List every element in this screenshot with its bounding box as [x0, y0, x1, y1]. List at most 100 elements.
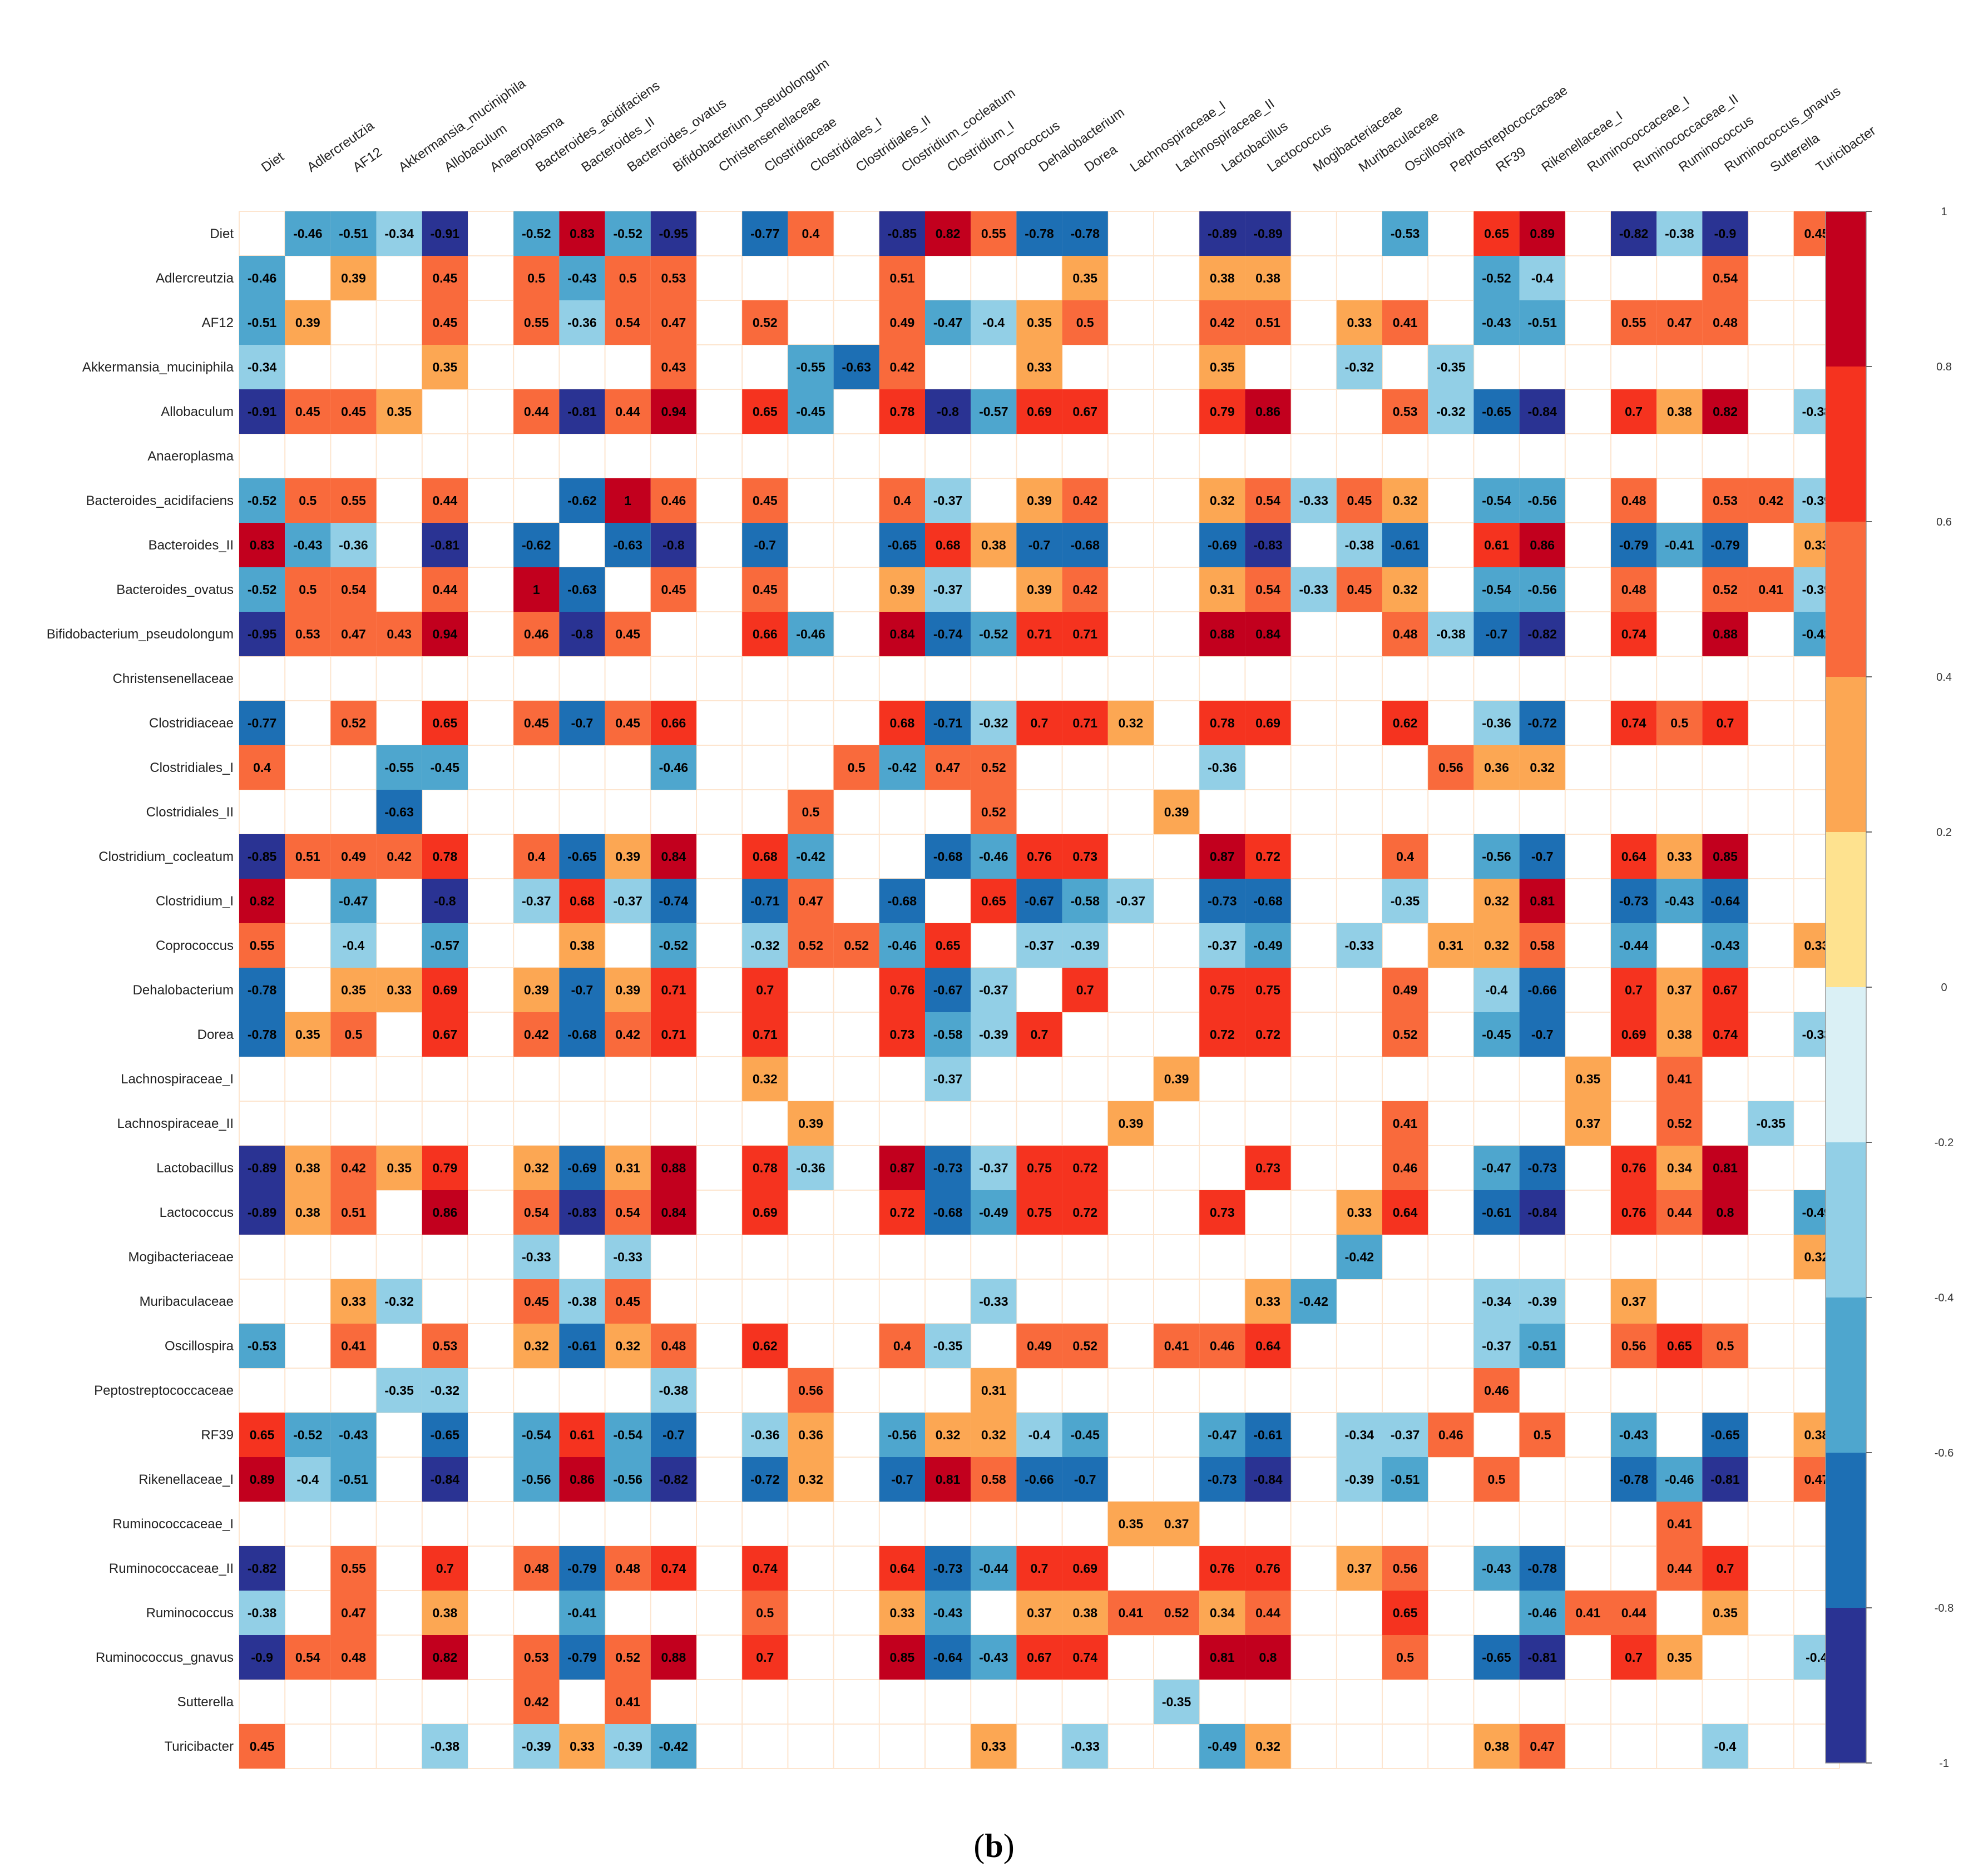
heatmap-cell — [1382, 968, 1428, 1012]
colorbar-tick-label: -0.2 — [1935, 1137, 1954, 1149]
heatmap-cell — [879, 879, 925, 923]
colorbar-tick-label: 0.8 — [1936, 361, 1952, 373]
heatmap-cell — [1611, 567, 1657, 612]
heatmap-cell — [605, 1457, 651, 1502]
cell-value-label: -0.52 — [522, 226, 551, 241]
cell-value-label: 0.5 — [527, 271, 545, 285]
heatmap-cell — [1656, 968, 1703, 1012]
heatmap-cell — [239, 1324, 285, 1368]
heatmap-cell — [1473, 701, 1520, 745]
heatmap-cell — [788, 1368, 834, 1413]
heatmap-cell — [925, 211, 971, 256]
heatmap-cell — [971, 1635, 1017, 1680]
cell-value-label: -0.32 — [1436, 404, 1465, 419]
heatmap-cell — [1016, 567, 1062, 612]
heatmap-cell — [971, 523, 1017, 567]
cell-value-label: 0.78 — [1210, 716, 1235, 730]
cell-value-label: -0.34 — [1345, 1428, 1374, 1442]
cell-value-label: 0.54 — [341, 582, 366, 597]
heatmap-cell — [1702, 1190, 1748, 1235]
cell-value-label: -0.52 — [293, 1428, 322, 1442]
cell-value-label: 0.82 — [1713, 404, 1738, 419]
heatmap-cell — [1428, 745, 1474, 790]
heatmap-cell — [1154, 1680, 1200, 1724]
heatmap-cell — [1473, 1635, 1520, 1680]
heatmap-cell — [1016, 1190, 1062, 1235]
cell-value-label: 0.37 — [1347, 1561, 1372, 1576]
heatmap-cell — [1519, 923, 1565, 968]
cell-value-label: -0.89 — [1208, 226, 1237, 241]
cell-value-label: -0.91 — [431, 226, 460, 241]
row-label: Clostridium_I — [156, 894, 234, 909]
heatmap-cell — [650, 478, 696, 523]
cell-value-label: 0.81 — [1530, 894, 1555, 908]
heatmap-cell — [1199, 923, 1245, 968]
cell-value-label: -0.43 — [1482, 1561, 1511, 1576]
heatmap-cell — [1519, 1591, 1565, 1635]
heatmap-cell — [422, 1413, 468, 1457]
cell-value-label: 0.47 — [1667, 315, 1692, 330]
cell-value-label: -0.81 — [567, 404, 597, 419]
cell-value-label: 0.36 — [1484, 760, 1509, 775]
heatmap-cell — [1062, 256, 1108, 300]
heatmap-cell — [1199, 612, 1245, 656]
cell-value-label: 0.75 — [1027, 1161, 1052, 1175]
cell-value-label: 0.38 — [570, 938, 595, 953]
heatmap-cell — [1199, 211, 1245, 256]
heatmap-cell — [1702, 1146, 1748, 1190]
cell-value-label: 0.42 — [524, 1027, 549, 1042]
row-label: Peptostreptococcaceae — [94, 1383, 234, 1398]
heatmap-cell — [1519, 1012, 1565, 1057]
cell-value-label: 0.33 — [1347, 315, 1372, 330]
cell-value-label: -0.89 — [248, 1205, 276, 1220]
heatmap-cell — [1245, 1635, 1291, 1680]
cell-value-label: -0.45 — [1070, 1428, 1100, 1442]
cell-value-label: 0.46 — [1438, 1428, 1463, 1442]
heatmap-cell — [605, 968, 651, 1012]
heatmap-cell — [605, 211, 651, 256]
heatmap-cell — [1519, 834, 1565, 879]
cell-value-label: 0.87 — [890, 1161, 915, 1175]
heatmap-cell — [513, 834, 560, 879]
cell-value-label: -0.35 — [384, 1383, 414, 1398]
cell-value-label: -0.43 — [1665, 894, 1694, 908]
cell-value-label: 0.53 — [1713, 493, 1738, 508]
heatmap-cell — [1611, 389, 1657, 434]
heatmap-cell — [1382, 1413, 1428, 1457]
heatmap-cell — [513, 1680, 560, 1724]
colorbar-tick-label: 0.2 — [1936, 826, 1952, 839]
heatmap-cell — [1062, 968, 1108, 1012]
cell-value-label: 0.5 — [756, 1606, 774, 1620]
heatmap-cell — [559, 1591, 605, 1635]
cell-value-label: -0.84 — [1527, 404, 1557, 419]
heatmap-cell — [1107, 1502, 1154, 1546]
heatmap-cell — [925, 523, 971, 567]
cell-value-label: -0.78 — [1527, 1561, 1557, 1576]
heatmap-cell — [559, 211, 605, 256]
heatmap-cell — [1245, 300, 1291, 345]
cell-value-label: 0.54 — [615, 1205, 640, 1220]
heatmap-cell — [971, 1546, 1017, 1591]
cell-value-label: -0.39 — [979, 1027, 1008, 1042]
colorbar-tick-label: -0.4 — [1935, 1292, 1954, 1304]
cell-value-label: -0.46 — [888, 938, 917, 953]
cell-value-label: 0.7 — [1031, 1561, 1049, 1576]
heatmap-cell — [1199, 1635, 1245, 1680]
heatmap-cell — [742, 300, 788, 345]
heatmap-cell — [239, 1591, 285, 1635]
heatmap-cell — [1702, 834, 1748, 879]
cell-value-label: 0.52 — [615, 1650, 640, 1665]
heatmap-cell — [1565, 1591, 1611, 1635]
heatmap-cell — [1473, 1190, 1520, 1235]
cell-value-label: -0.82 — [659, 1472, 688, 1487]
cell-value-label: -0.45 — [796, 404, 825, 419]
heatmap-cell — [239, 701, 285, 745]
heatmap-cell — [1016, 1324, 1062, 1368]
cell-value-label: 0.32 — [1119, 716, 1144, 730]
heatmap-cell — [330, 256, 377, 300]
heatmap-cell — [1428, 923, 1474, 968]
heatmap-cell — [330, 968, 377, 1012]
cell-value-label: -0.68 — [933, 1205, 963, 1220]
cell-value-label: -0.66 — [1527, 983, 1556, 997]
cell-value-label: 0.88 — [1713, 627, 1738, 641]
